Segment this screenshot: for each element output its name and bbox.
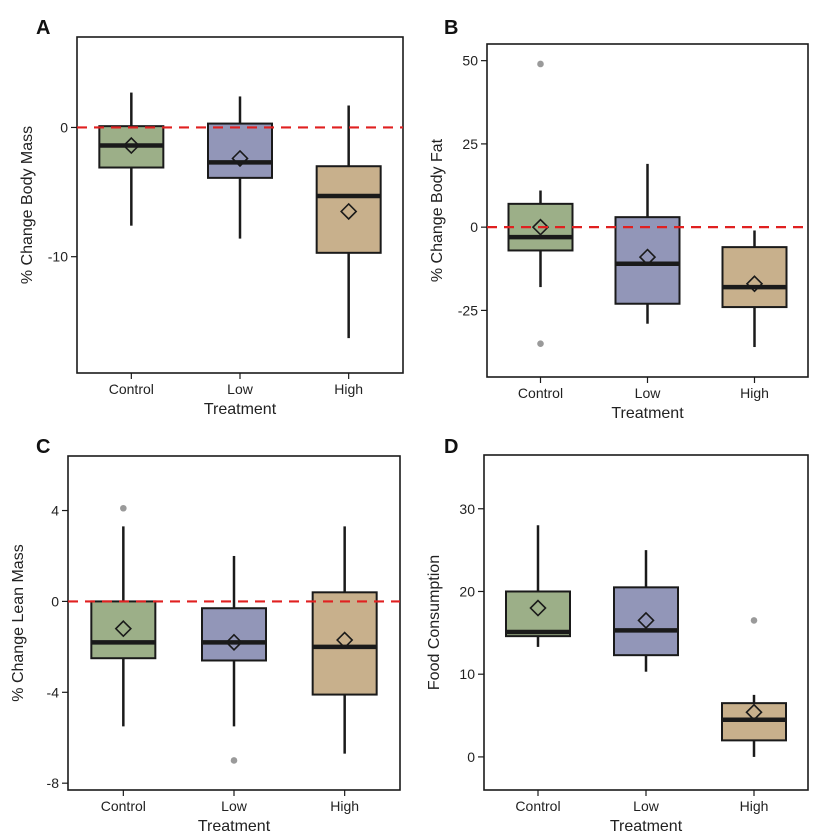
mean-diamond bbox=[531, 218, 550, 236]
x-tick-label: Control bbox=[515, 798, 560, 814]
box-control bbox=[505, 525, 571, 647]
box-high bbox=[311, 526, 378, 754]
box-low bbox=[207, 96, 273, 239]
panel-letter: D bbox=[444, 436, 458, 458]
box-high bbox=[721, 617, 787, 757]
x-tick-label: Low bbox=[635, 385, 662, 401]
panel-a: A 0 -10 Control Low High Treatment % Change Bod… bbox=[19, 17, 404, 418]
y-axis-label: Food Consumption bbox=[426, 555, 443, 690]
outlier-point bbox=[750, 617, 758, 624]
panel-letter: C bbox=[36, 436, 50, 458]
y-tick-label: 30 bbox=[459, 501, 475, 517]
y-tick-label: 4 bbox=[51, 503, 59, 519]
y-tick-label: 0 bbox=[470, 219, 478, 235]
panel-letter: B bbox=[444, 17, 458, 39]
mean-diamond bbox=[225, 633, 243, 651]
y-tick-label: 25 bbox=[462, 136, 478, 152]
y-tick-label: 0 bbox=[51, 593, 59, 609]
outlier-point bbox=[230, 757, 238, 764]
box-control bbox=[507, 60, 574, 348]
box-high bbox=[315, 105, 382, 339]
outlier-point bbox=[537, 60, 544, 68]
box-iqr bbox=[90, 600, 157, 660]
y-tick-label: 0 bbox=[467, 749, 475, 765]
box-control bbox=[98, 92, 165, 226]
panel-letter: A bbox=[36, 17, 50, 39]
mean-diamond bbox=[122, 136, 140, 155]
x-tick-label: Low bbox=[633, 798, 660, 814]
x-tick-label: Control bbox=[101, 798, 146, 814]
x-tick-label: Low bbox=[221, 798, 248, 814]
panel-c: C 4 0 -4 -8 Control Low High Treatment % Change L… bbox=[10, 436, 401, 835]
box-iqr bbox=[315, 165, 382, 254]
box-low bbox=[201, 555, 267, 764]
x-axis-label: Treatment bbox=[198, 818, 271, 835]
outlier-point bbox=[537, 340, 544, 348]
y-axis-label: % Change Body Mass bbox=[19, 126, 36, 284]
y-tick-label: 20 bbox=[459, 583, 475, 599]
x-axis-label: Treatment bbox=[204, 401, 277, 418]
mean-diamond bbox=[745, 275, 764, 293]
y-axis-label: % Change Body Fat bbox=[429, 138, 446, 282]
x-tick-label: Control bbox=[109, 381, 154, 397]
panel-b: B50 25 0 -25 Control Low High Treatment % Change… bbox=[429, 17, 809, 422]
y-tick-label: -8 bbox=[47, 775, 60, 791]
box-iqr bbox=[505, 590, 571, 638]
y-tick-label: 10 bbox=[459, 666, 475, 682]
x-axis-label: Treatment bbox=[611, 405, 684, 422]
x-tick-label: Control bbox=[518, 385, 563, 401]
mean-diamond bbox=[637, 611, 655, 630]
box-high bbox=[721, 230, 788, 348]
x-tick-label: High bbox=[740, 798, 769, 814]
x-tick-label: High bbox=[334, 381, 363, 397]
box-iqr bbox=[311, 591, 378, 696]
mean-diamond bbox=[231, 149, 249, 168]
mean-diamond bbox=[638, 248, 657, 266]
box-low bbox=[613, 550, 679, 672]
y-tick-label: -25 bbox=[458, 302, 478, 318]
y-tick-label: 0 bbox=[60, 119, 68, 135]
y-tick-label: -4 bbox=[47, 684, 60, 700]
box-iqr bbox=[614, 216, 681, 305]
panel-d: D 30 20 10 0 Control Low High Treatment Food Cons… bbox=[426, 436, 809, 835]
x-tick-label: Low bbox=[227, 381, 254, 397]
x-tick-label: High bbox=[330, 798, 359, 814]
mean-diamond bbox=[340, 202, 358, 221]
box-control bbox=[90, 504, 157, 727]
y-axis-label: % Change Lean Mass bbox=[10, 544, 27, 701]
box-iqr bbox=[613, 586, 679, 657]
mean-diamond bbox=[114, 620, 132, 638]
box-low bbox=[614, 163, 681, 324]
x-tick-label: High bbox=[740, 385, 769, 401]
y-tick-label: -10 bbox=[48, 249, 68, 265]
mean-diamond bbox=[529, 599, 547, 617]
outlier-point bbox=[120, 504, 127, 512]
mean-diamond bbox=[336, 631, 354, 649]
y-tick-label: 50 bbox=[462, 53, 478, 69]
mean-diamond bbox=[745, 703, 763, 721]
x-axis-label: Treatment bbox=[610, 818, 683, 835]
